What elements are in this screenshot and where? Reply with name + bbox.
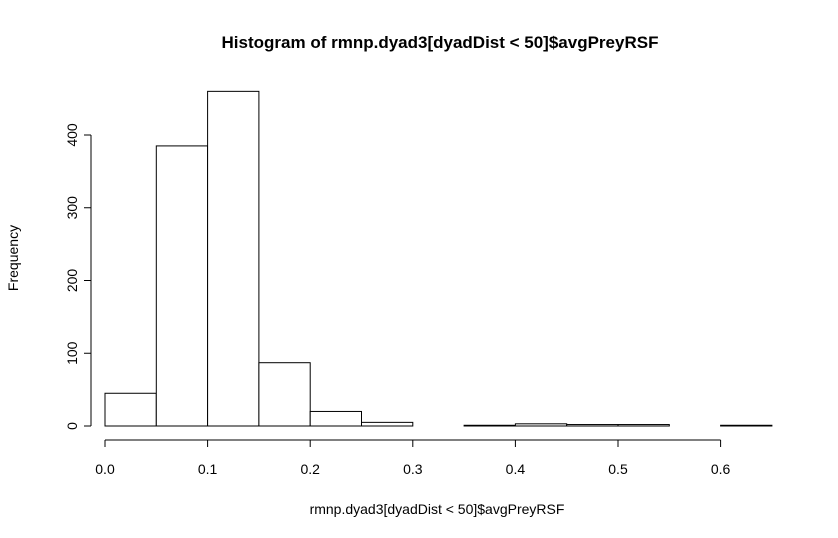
- y-axis-label: Frequency: [5, 225, 21, 291]
- x-tick-label: 0.4: [506, 461, 526, 477]
- histogram-bar-5: [361, 421, 414, 427]
- histogram-bar-7: [463, 424, 516, 427]
- x-tick-label: 0.5: [608, 461, 628, 477]
- x-tick-label: 0.2: [300, 461, 320, 477]
- histogram-bar-10: [617, 424, 670, 427]
- chart-title: Histogram of rmnp.dyad3[dyadDist < 50]$a…: [222, 33, 659, 52]
- x-axis: 0.0 0.1 0.2 0.3 0.4 0.5 0.6: [95, 439, 731, 477]
- y-tick-label: 0: [64, 422, 80, 430]
- histogram-bar-2: [207, 90, 260, 427]
- histogram-bar-9: [566, 424, 619, 427]
- y-axis: 0 100 200 300 400: [64, 123, 92, 430]
- histogram-bar-0: [104, 392, 157, 427]
- y-tick-label: 200: [64, 269, 80, 293]
- x-tick-label: 0.6: [711, 461, 731, 477]
- histogram-bar-3: [258, 362, 311, 427]
- x-axis-label: rmnp.dyad3[dyadDist < 50]$avgPreyRSF: [310, 501, 565, 517]
- histogram-bar-8: [514, 423, 568, 427]
- y-tick-label: 100: [64, 341, 80, 365]
- histogram-bar-1: [155, 145, 209, 427]
- y-tick-label: 400: [64, 123, 80, 147]
- y-tick-label: 300: [64, 196, 80, 220]
- x-tick-label: 0.3: [403, 461, 423, 477]
- x-tick-label: 0.1: [198, 461, 218, 477]
- x-tick-label: 0.0: [95, 461, 115, 477]
- histogram-bar-4: [309, 410, 363, 427]
- bars-group: [104, 90, 773, 427]
- histogram-bar-12: [720, 424, 773, 427]
